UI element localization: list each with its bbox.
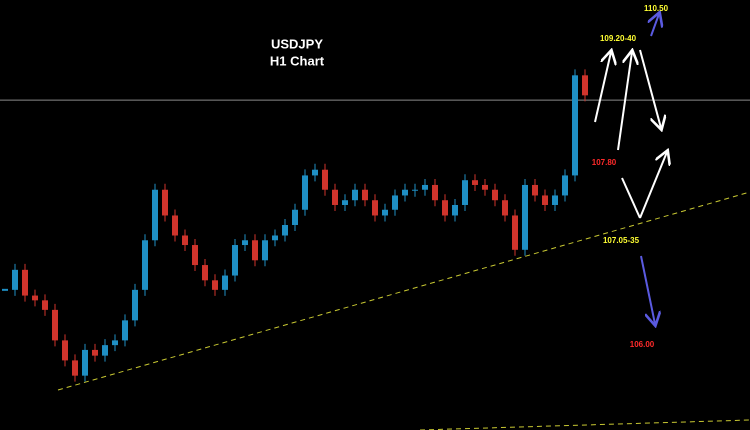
candle [452,204,458,216]
candle [512,215,518,250]
target-arrows [640,14,659,324]
candle [412,189,418,191]
candle [402,189,408,196]
arrow [639,49,661,128]
candle [202,265,208,281]
price-annotation: 107.05-35 [603,236,640,245]
price-annotation: 107.80 [592,158,617,167]
arrow [640,255,655,324]
price-annotation: 106.00 [630,340,655,349]
trend-line [419,419,750,430]
candle [252,240,258,261]
scenario-arrows [594,49,667,219]
candle [372,200,378,216]
candle [232,245,238,276]
candle [132,289,138,321]
candle [262,240,268,261]
arrow [621,177,641,219]
candle [162,189,168,216]
candle [552,195,558,205]
candle [72,360,78,376]
candle [192,245,198,266]
chart-subtitle: H1 Chart [270,53,325,68]
candle [2,288,8,291]
candle [292,209,298,226]
plot-area [0,69,750,382]
candle [212,280,218,290]
candle [102,345,108,356]
candle [62,340,68,361]
candle [92,349,98,356]
candle [22,269,28,296]
candle [502,200,508,216]
candle [562,175,568,196]
candle [342,200,348,205]
candle [312,169,318,176]
candle [12,269,18,290]
candle [142,240,148,290]
price-annotation: 109.20-40 [600,34,637,43]
candle [112,340,118,346]
price-annotation: 110.50 [644,4,669,13]
candle [582,75,588,96]
arrow [639,152,667,219]
trend-line [57,191,750,391]
candle [532,184,538,196]
candle [572,75,578,176]
candle [352,189,358,201]
candle [272,235,278,241]
candle [492,189,498,201]
candle [222,275,228,290]
candle [422,184,428,190]
arrow [617,52,632,151]
candle [442,200,448,216]
candle [362,189,368,201]
candle [152,189,158,241]
arrow [594,52,611,123]
candle [392,195,398,210]
candle [472,180,478,185]
candle [182,235,188,246]
candle [32,295,38,301]
candle [242,240,248,246]
candle [52,309,58,341]
arrow [651,14,659,37]
candle [282,225,288,236]
candle [382,209,388,216]
candle [322,169,328,190]
candle [542,195,548,205]
candle [122,320,128,341]
candle [482,184,488,190]
candle [462,180,468,205]
candle [302,175,308,210]
candle [332,189,338,205]
candle [172,215,178,236]
chart-title: USDJPY [271,36,323,51]
candle [42,300,48,310]
candle [82,349,88,376]
candle [432,184,438,201]
candle [522,184,528,250]
